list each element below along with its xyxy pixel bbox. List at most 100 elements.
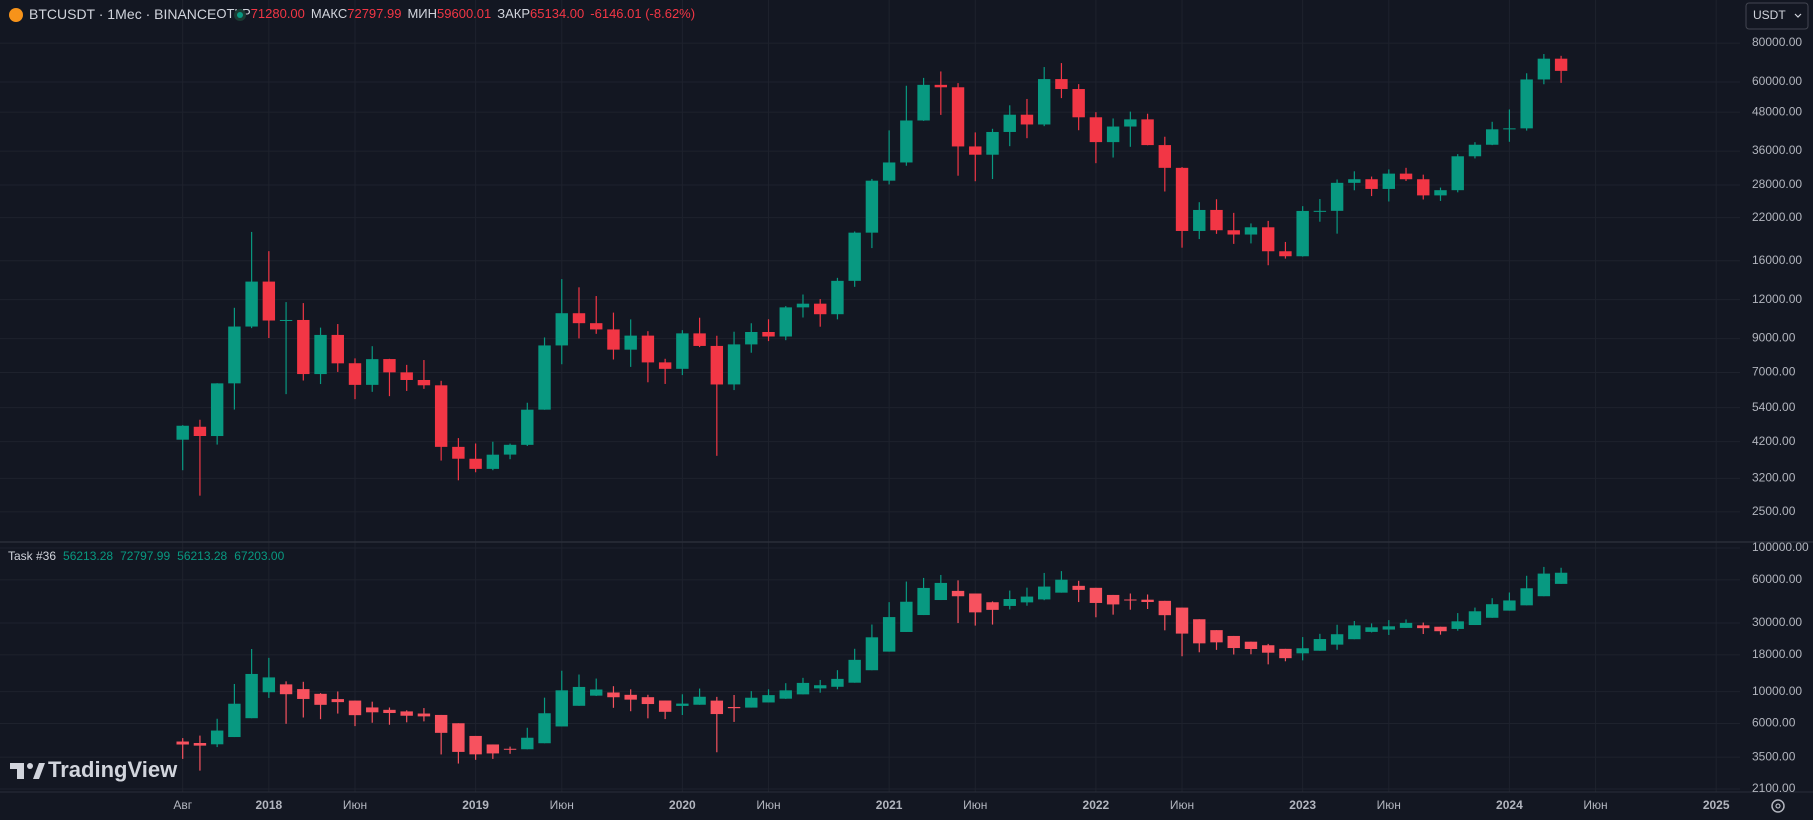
x-tick-label: 2025 bbox=[1703, 798, 1730, 812]
y-tick-label: 36000.00 bbox=[1752, 143, 1802, 157]
candle-body bbox=[400, 711, 413, 716]
legend-value: 72797.99 bbox=[347, 6, 401, 21]
indicator-value: 67203.00 bbox=[234, 549, 284, 563]
candle-body bbox=[1193, 619, 1206, 644]
candle-body bbox=[228, 326, 241, 384]
candle-body bbox=[193, 426, 207, 437]
status-dot bbox=[237, 12, 243, 18]
candle-body bbox=[1313, 210, 1327, 212]
x-tick-label: Авг bbox=[173, 798, 192, 812]
candle-body bbox=[710, 345, 724, 385]
candle-body bbox=[1193, 209, 1206, 231]
candle-body bbox=[469, 458, 482, 469]
y-tick-label: 100000.00 bbox=[1752, 540, 1809, 554]
candle-body bbox=[1348, 179, 1361, 183]
y-tick-label: 30000.00 bbox=[1752, 615, 1802, 629]
candle-body bbox=[1537, 58, 1551, 80]
candles bbox=[176, 54, 1568, 771]
candle-body bbox=[521, 737, 534, 750]
legend-label: ЗАКР bbox=[497, 6, 530, 21]
candle-body bbox=[555, 313, 568, 346]
logo-part bbox=[27, 763, 33, 769]
candle-body bbox=[1106, 594, 1120, 605]
candle-body bbox=[366, 707, 379, 713]
candle-body bbox=[1485, 129, 1499, 145]
candle-body bbox=[1210, 209, 1223, 231]
candle-body bbox=[1261, 645, 1275, 653]
settings-icon[interactable] bbox=[1771, 799, 1785, 813]
candle-body bbox=[1279, 648, 1292, 659]
candle-body bbox=[1451, 621, 1464, 629]
x-tick-label: 2024 bbox=[1496, 798, 1523, 812]
candle-body bbox=[486, 454, 500, 469]
currency-button-label[interactable]: USDT bbox=[1753, 8, 1786, 22]
legend-label: МАКС bbox=[311, 6, 347, 21]
candle-body bbox=[727, 706, 741, 709]
y-tick-label: 18000.00 bbox=[1752, 647, 1802, 661]
candle-body bbox=[882, 162, 896, 181]
candle-body bbox=[1296, 648, 1309, 654]
candle-body bbox=[521, 409, 534, 445]
candle-body bbox=[969, 593, 982, 613]
candle-body bbox=[1003, 599, 1016, 606]
candle-body bbox=[969, 146, 982, 155]
indicator-legend: Task #36 56213.28 72797.99 56213.28 67203.00 bbox=[8, 549, 285, 563]
candle-body bbox=[1451, 156, 1464, 191]
candle-body bbox=[934, 84, 948, 88]
candle-body bbox=[1503, 600, 1516, 611]
candle-body bbox=[1089, 117, 1103, 143]
chevron[interactable] bbox=[1794, 13, 1802, 18]
currency-button-frame[interactable] bbox=[1745, 2, 1809, 30]
legend-label: МИН bbox=[407, 6, 437, 21]
candle-body bbox=[831, 280, 844, 315]
indicator-value: 56213.28 bbox=[63, 549, 113, 563]
candle-body bbox=[1158, 600, 1172, 616]
x-tick-label: 2019 bbox=[462, 798, 489, 812]
candle-body bbox=[1365, 627, 1378, 632]
candle-body bbox=[590, 689, 603, 696]
candle-body bbox=[865, 180, 879, 233]
x-tick-label: 2018 bbox=[255, 798, 282, 812]
candle-body bbox=[693, 696, 706, 705]
candle-body bbox=[1554, 572, 1568, 584]
candle-body bbox=[1037, 79, 1051, 125]
candle-body bbox=[1537, 573, 1551, 597]
candle-body bbox=[1330, 182, 1344, 211]
indicator-value: 72797.99 bbox=[120, 549, 170, 563]
settings-ring[interactable] bbox=[1771, 799, 1785, 813]
x-tick-label: 2021 bbox=[876, 798, 903, 812]
candle-body bbox=[314, 334, 327, 375]
candle-body bbox=[814, 685, 827, 689]
candle-body bbox=[831, 678, 844, 687]
candle-body bbox=[986, 602, 999, 610]
candle-body bbox=[331, 699, 344, 703]
candle-body bbox=[1072, 585, 1085, 590]
candle-body bbox=[1227, 230, 1240, 235]
candle-body bbox=[228, 703, 241, 738]
candle-body bbox=[796, 682, 810, 695]
candle-body bbox=[1434, 626, 1447, 632]
candle-body bbox=[796, 303, 810, 308]
x-tick-label: 2022 bbox=[1083, 798, 1110, 812]
candle-body bbox=[176, 741, 189, 745]
candle-body bbox=[607, 692, 620, 698]
currency-button[interactable]: USDT bbox=[1745, 2, 1809, 30]
candle-body bbox=[245, 673, 258, 719]
candle-body bbox=[1382, 173, 1396, 189]
settings-hub[interactable] bbox=[1775, 803, 1781, 809]
y-tick-label: 16000.00 bbox=[1752, 253, 1802, 267]
candle-body bbox=[1003, 114, 1016, 132]
candle-body bbox=[676, 333, 689, 369]
x-tick-label: 2023 bbox=[1289, 798, 1316, 812]
candle-body bbox=[366, 359, 379, 385]
candle-body bbox=[1244, 227, 1258, 235]
candle-body bbox=[951, 590, 965, 597]
candle-body bbox=[245, 281, 258, 327]
candle-body bbox=[503, 444, 517, 455]
candle-body bbox=[865, 637, 879, 671]
candle-body bbox=[503, 748, 517, 750]
candle-body bbox=[1503, 128, 1516, 130]
candle-body bbox=[1106, 126, 1120, 143]
candle-body bbox=[469, 735, 482, 755]
